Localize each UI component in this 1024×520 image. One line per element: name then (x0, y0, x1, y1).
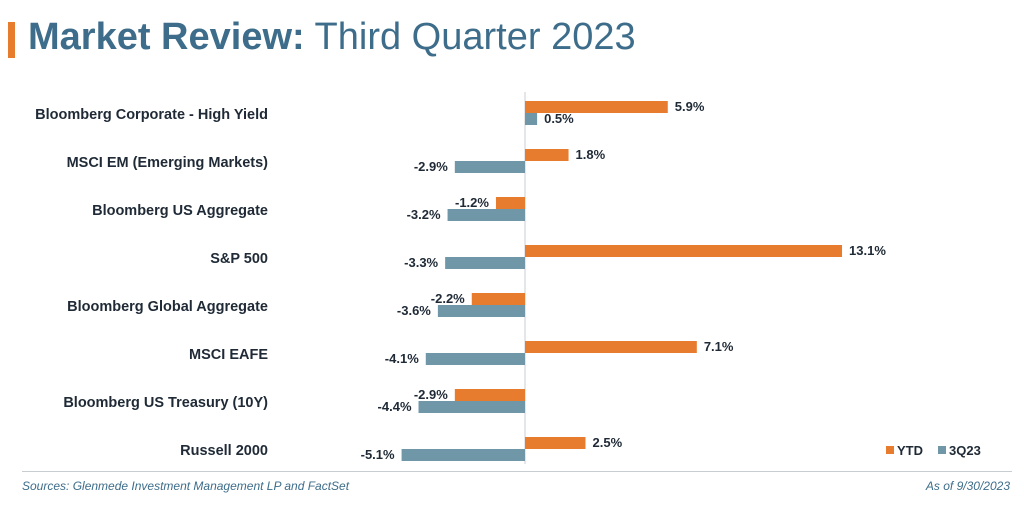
data-label: 1.8% (576, 147, 606, 162)
title-accent-bar (8, 22, 15, 58)
legend-ytd-swatch (886, 446, 894, 454)
data-label: -4.1% (385, 351, 419, 366)
ytd-bar (525, 149, 569, 161)
data-label: -2.9% (414, 159, 448, 174)
data-label: -3.2% (407, 207, 441, 222)
data-label: 13.1% (849, 243, 886, 258)
data-label: 0.5% (544, 111, 574, 126)
data-label: -2.2% (431, 291, 465, 306)
title-bold: Market Review: (28, 16, 305, 58)
q3-bar (525, 113, 538, 125)
category-label: Bloomberg Global Aggregate (67, 299, 268, 315)
category-label: S&P 500 (210, 251, 268, 267)
data-label: -3.6% (397, 303, 431, 318)
q3-bar (425, 353, 525, 365)
category-label: Bloomberg Corporate - High Yield (35, 107, 268, 123)
category-label: Bloomberg US Aggregate (92, 203, 268, 219)
source-note: Sources: Glenmede Investment Management … (22, 479, 350, 493)
ytd-bar (495, 197, 525, 209)
legend-q3-swatch (938, 446, 946, 454)
data-label: 5.9% (675, 99, 705, 114)
q3-bar (418, 401, 525, 413)
data-label: 2.5% (593, 435, 623, 450)
legend-ytd-label: YTD (897, 443, 923, 458)
ytd-bar (525, 341, 697, 353)
footer-divider (22, 471, 1012, 472)
q3-bar (401, 449, 525, 461)
q3-bar (445, 257, 525, 269)
bar-chart: Bloomberg Corporate - High Yield 5.9% 0.5%… (35, 92, 981, 464)
category-label: Bloomberg US Treasury (10Y) (63, 395, 268, 411)
title-light: Third Quarter 2023 (314, 16, 636, 58)
ytd-bar (454, 389, 525, 401)
legend-q3-label: 3Q23 (949, 443, 981, 458)
data-label: -5.1% (361, 447, 395, 462)
data-label: -3.3% (404, 255, 438, 270)
page-title: Market Review: Third Quarter 2023 (28, 12, 636, 62)
category-label: MSCI EM (Emerging Markets) (67, 155, 269, 171)
q3-bar (454, 161, 525, 173)
q3-bar (447, 209, 525, 221)
data-label: -1.2% (455, 195, 489, 210)
category-label: MSCI EAFE (189, 347, 268, 363)
data-label: 7.1% (704, 339, 734, 354)
q3-bar (437, 305, 525, 317)
category-label: Russell 2000 (180, 443, 268, 459)
data-label: -4.4% (378, 399, 412, 414)
data-label: -2.9% (414, 387, 448, 402)
ytd-bar (525, 245, 843, 257)
as-of-date: As of 9/30/2023 (925, 479, 1010, 493)
ytd-bar (525, 437, 586, 449)
ytd-bar (471, 293, 525, 305)
ytd-bar (525, 101, 668, 113)
